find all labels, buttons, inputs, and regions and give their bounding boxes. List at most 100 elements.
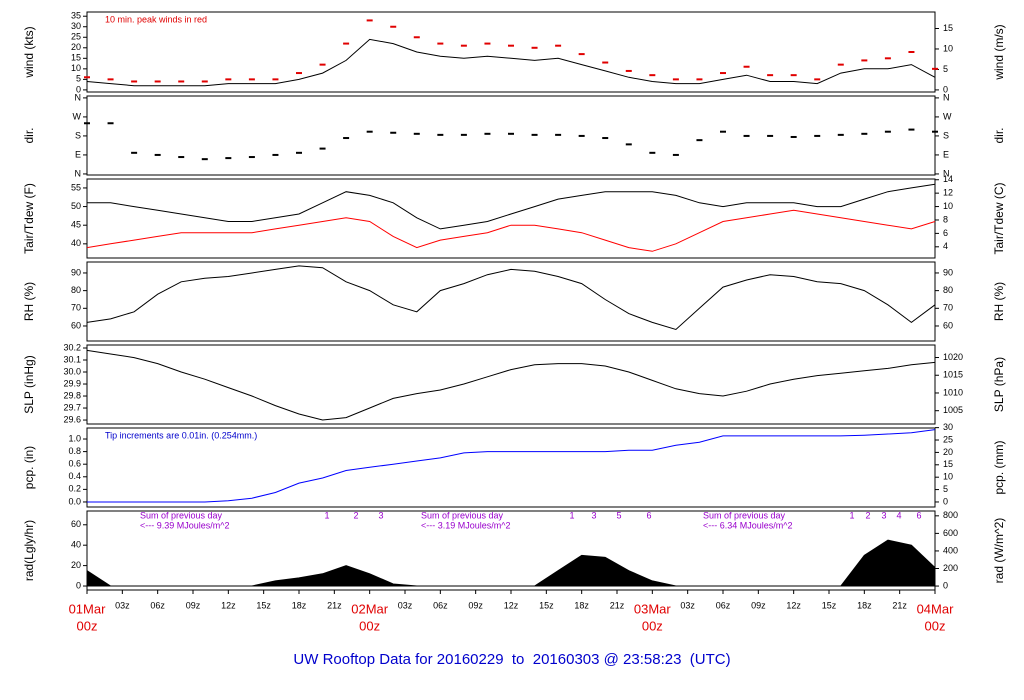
hour-marker: 3 — [591, 510, 596, 520]
y2-tick-label: 0 — [943, 496, 948, 506]
y-tick-label: 35 — [71, 11, 81, 21]
hour-marker: 6 — [916, 510, 921, 520]
y2-axis-label: wind (m/s) — [992, 24, 1006, 80]
hour-marker: 5 — [616, 510, 621, 520]
y2-tick-label: 400 — [943, 545, 958, 555]
y-tick-label: 20 — [71, 560, 81, 570]
data-line — [86, 38, 936, 87]
y2-tick-label: 0 — [943, 580, 948, 590]
annotation: Tip increments are 0.01in. (0.254mm.) — [105, 430, 257, 440]
y2-tick-label: N — [943, 92, 950, 102]
x-tick-label: 12z — [504, 600, 519, 610]
x-tick-label: 00z — [77, 618, 98, 633]
y2-tick-label: 0 — [943, 84, 948, 94]
y2-tick-label: 600 — [943, 528, 958, 538]
hour-marker: 1 — [849, 510, 854, 520]
panel-frame — [86, 178, 936, 259]
sum-heading: Sum of previous day — [140, 510, 223, 520]
y-tick-label: 60 — [71, 519, 81, 529]
x-tick-label: 06z — [433, 600, 448, 610]
y2-tick-label: 6 — [943, 228, 948, 238]
y2-tick-label: N — [943, 168, 950, 178]
data-line — [87, 429, 936, 503]
x-tick-label: 21z — [327, 600, 342, 610]
x-tick-label: 03z — [115, 600, 130, 610]
hour-marker: 3 — [378, 510, 383, 520]
hour-marker: 1 — [324, 510, 329, 520]
y2-tick-label: 10 — [943, 201, 953, 211]
y2-tick-label: 90 — [943, 267, 953, 277]
y-tick-label: 25 — [71, 32, 81, 42]
y2-axis-label: RH (%) — [992, 282, 1006, 321]
y2-tick-label: 200 — [943, 563, 958, 573]
y-tick-label: 80 — [71, 285, 81, 295]
y2-tick-label: E — [943, 149, 949, 159]
y2-axis-label: rad (W/m^2) — [992, 518, 1006, 584]
y-tick-label: 30 — [71, 21, 81, 31]
hour-marker: 2 — [353, 510, 358, 520]
y-tick-label: N — [75, 168, 82, 178]
y2-axis-label: SLP (hPa) — [992, 357, 1006, 412]
y-tick-label: 1.0 — [68, 433, 81, 443]
y2-tick-label: 800 — [943, 510, 958, 520]
x-tick-label: 00z — [642, 618, 663, 633]
x-tick-label: 00z — [925, 618, 946, 633]
y-tick-label: N — [75, 92, 82, 102]
x-date-label: 02Mar — [351, 601, 389, 616]
y2-tick-label: 60 — [943, 320, 953, 330]
hour-marker: 4 — [896, 510, 901, 520]
y-tick-label: 0 — [76, 580, 81, 590]
y-tick-label: 0.6 — [68, 459, 81, 469]
hour-marker: 3 — [881, 510, 886, 520]
y2-tick-label: W — [943, 111, 952, 121]
y2-axis-label: pcp. (mm) — [992, 440, 1006, 494]
y-tick-label: S — [75, 130, 81, 140]
y-tick-label: 30.2 — [63, 342, 81, 352]
y-axis-label: pcp. (in) — [22, 446, 36, 489]
y-tick-label: 55 — [71, 182, 81, 192]
y-tick-label: 0.2 — [68, 484, 81, 494]
y-axis-label: wind (kts) — [22, 26, 36, 78]
y-tick-label: 45 — [71, 220, 81, 230]
y-tick-label: 30.0 — [63, 366, 81, 376]
y2-tick-label: 10 — [943, 43, 953, 53]
y2-tick-label: 70 — [943, 303, 953, 313]
y-axis-label: rad(Lgly/hr) — [22, 520, 36, 581]
hour-marker: 6 — [646, 510, 651, 520]
y2-tick-label: 1010 — [943, 387, 963, 397]
x-tick-label: 12z — [786, 600, 801, 610]
hour-marker: 2 — [865, 510, 870, 520]
y-axis-label: dir. — [22, 127, 36, 143]
sum-heading: Sum of previous day — [703, 510, 786, 520]
y2-axis-label: dir. — [992, 127, 1006, 143]
y-tick-label: 15 — [71, 53, 81, 63]
y2-tick-label: 8 — [943, 214, 948, 224]
y-axis-label: Tair/Tdew (F) — [22, 183, 36, 254]
x-date-label: 04Mar — [917, 601, 955, 616]
x-tick-label: 00z — [359, 618, 380, 633]
x-tick-label: 15z — [822, 600, 837, 610]
annotation: 10 min. peak winds in red — [105, 14, 207, 24]
x-tick-label: 18z — [574, 600, 589, 610]
y-tick-label: 40 — [71, 540, 81, 550]
chart-title: UW Rooftop Data for 20160229 to 20160303… — [293, 651, 730, 668]
x-tick-label: 21z — [610, 600, 625, 610]
y-tick-label: 60 — [71, 320, 81, 330]
hour-marker: 1 — [569, 510, 574, 520]
y-tick-label: 5 — [76, 74, 81, 84]
x-date-label: 01Mar — [69, 601, 107, 616]
y-tick-label: 0.8 — [68, 446, 81, 456]
y2-tick-label: S — [943, 130, 949, 140]
y2-axis-label: Tair/Tdew (C) — [992, 182, 1006, 254]
x-tick-label: 03z — [680, 600, 695, 610]
y-tick-label: 29.7 — [63, 402, 81, 412]
sum-text: <--- 3.19 MJoules/m^2 — [421, 520, 511, 530]
y-tick-label: 20 — [71, 42, 81, 52]
y-tick-label: 29.6 — [63, 414, 81, 424]
y-tick-label: 70 — [71, 303, 81, 313]
y-tick-label: 0 — [76, 84, 81, 94]
x-tick-label: 09z — [186, 600, 201, 610]
x-tick-label: 12z — [221, 600, 236, 610]
y2-tick-label: 14 — [943, 174, 953, 184]
